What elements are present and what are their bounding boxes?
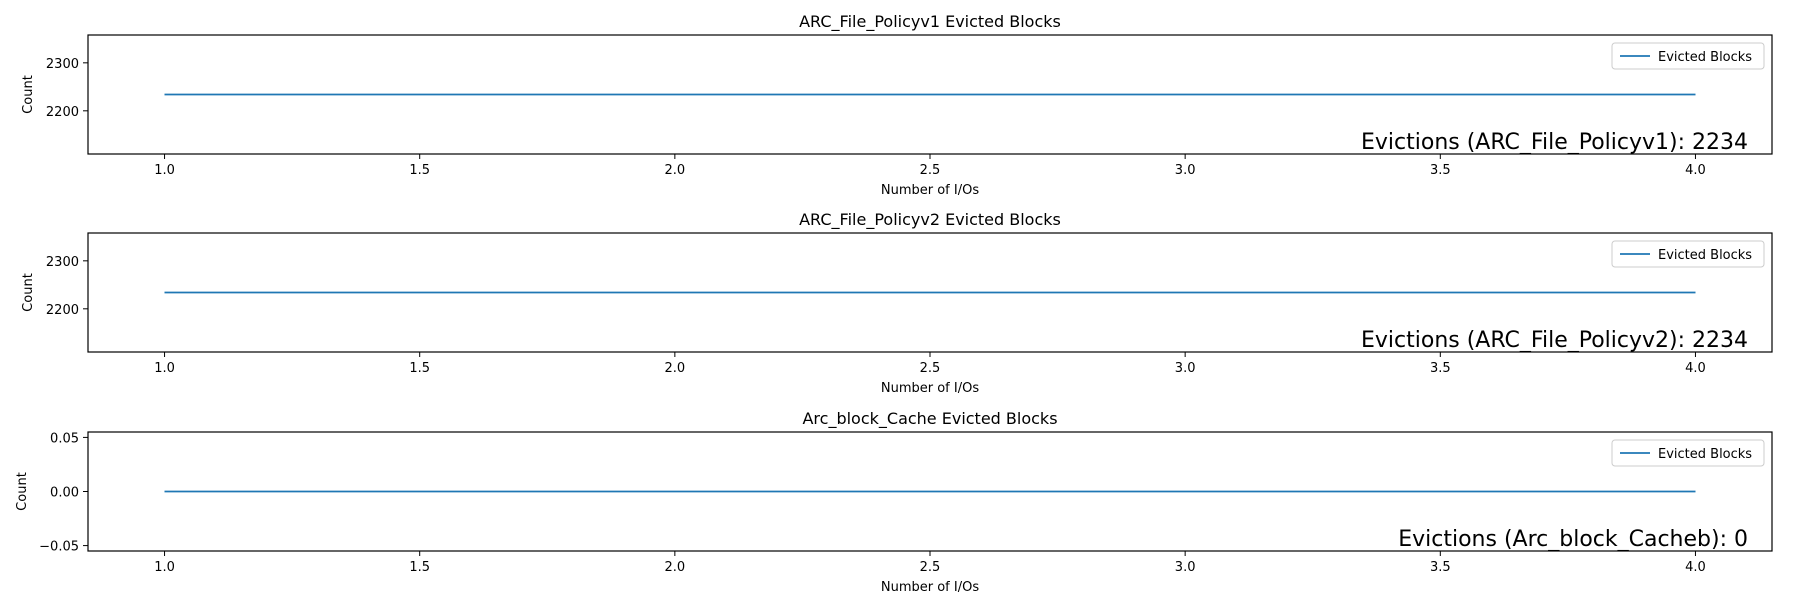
chart-title: ARC_File_Policyv2 Evicted Blocks — [799, 210, 1061, 230]
legend-label: Evicted Blocks — [1658, 248, 1752, 263]
y-tick-label: 0.00 — [50, 486, 79, 501]
x-tick-label: 3.0 — [1175, 560, 1196, 575]
y-tick-label: 0.05 — [50, 431, 79, 446]
x-tick-label: 2.0 — [665, 560, 686, 575]
x-tick-label: 1.0 — [154, 361, 175, 376]
legend-box — [1611, 42, 1765, 70]
legend-box — [1611, 240, 1765, 268]
x-tick-label: 2.0 — [665, 361, 686, 376]
y-axis-label: Count — [21, 75, 36, 114]
y-tick-label: 2200 — [46, 105, 79, 120]
x-tick-label: 4.0 — [1685, 163, 1706, 178]
x-tick-label: 3.0 — [1175, 361, 1196, 376]
x-tick-label: 4.0 — [1685, 361, 1706, 376]
x-tick-label: 1.0 — [154, 163, 175, 178]
y-tick-label: 2300 — [46, 57, 79, 72]
x-tick-label: 1.5 — [409, 163, 430, 178]
y-axis-label: Count — [15, 472, 30, 511]
x-tick-label: 1.5 — [409, 361, 430, 376]
x-tick-label: 2.5 — [920, 163, 941, 178]
evictions-annotation: Evictions (Arc_block_Cacheb): 0 — [1398, 527, 1748, 552]
x-tick-label: 4.0 — [1685, 560, 1706, 575]
evictions-annotation: Evictions (ARC_File_Policyv1): 2234 — [1361, 130, 1748, 155]
x-tick-label: 3.5 — [1430, 560, 1451, 575]
x-tick-label: 3.5 — [1430, 361, 1451, 376]
y-tick-label: 2200 — [46, 303, 79, 318]
x-axis-label: Number of I/Os — [881, 580, 979, 595]
x-tick-label: 1.5 — [409, 560, 430, 575]
x-tick-label: 2.0 — [665, 163, 686, 178]
x-tick-label: 2.5 — [920, 560, 941, 575]
x-tick-label: 2.5 — [920, 361, 941, 376]
x-axis-label: Number of I/Os — [881, 183, 979, 198]
legend-label: Evicted Blocks — [1658, 447, 1752, 462]
y-tick-label: 2300 — [46, 255, 79, 270]
y-tick-label: −0.05 — [39, 540, 79, 555]
legend-label: Evicted Blocks — [1658, 50, 1752, 65]
legend-box — [1611, 439, 1765, 467]
chart-title: Arc_block_Cache Evicted Blocks — [802, 409, 1057, 429]
x-axis-label: Number of I/Os — [881, 381, 979, 396]
x-tick-label: 1.0 — [154, 560, 175, 575]
x-tick-label: 3.5 — [1430, 163, 1451, 178]
subplot-2: ARC_File_Policyv2 Evicted Blocks 1.0 1.5 2.… — [21, 210, 1773, 396]
subplot-3: Arc_block_Cache Evicted Blocks 1.0 1.5 2.0 2… — [15, 409, 1773, 595]
evictions-annotation: Evictions (ARC_File_Policyv2): 2234 — [1361, 328, 1748, 353]
x-tick-label: 3.0 — [1175, 163, 1196, 178]
chart-title: ARC_File_Policyv1 Evicted Blocks — [799, 12, 1061, 32]
y-axis-label: Count — [21, 273, 36, 312]
subplot-1: ARC_File_Policyv1 Evicted Blocks 1.0 1.5 2.… — [21, 12, 1773, 198]
